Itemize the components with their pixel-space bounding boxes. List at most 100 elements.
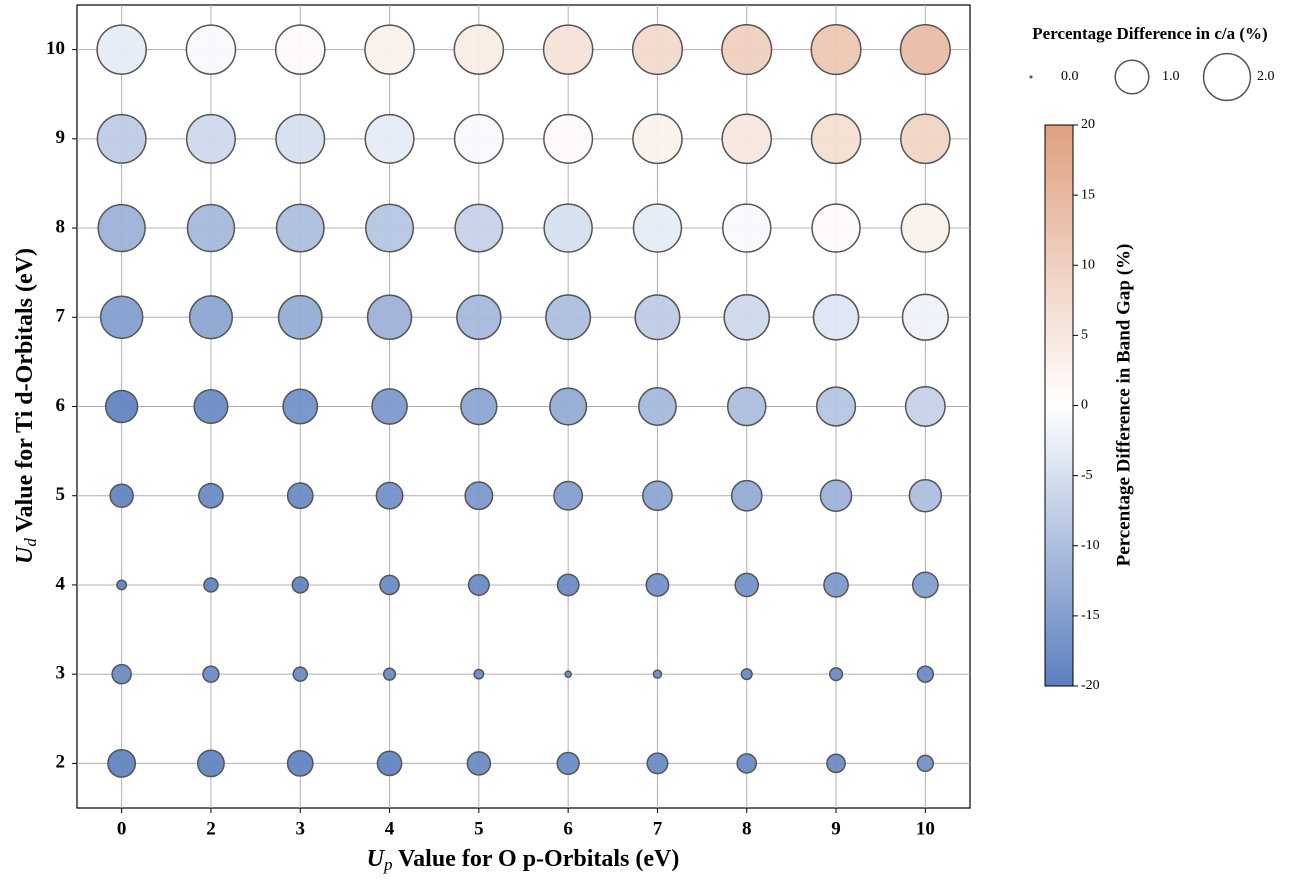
bubble (632, 203, 683, 253)
bubble (382, 667, 397, 681)
bubble (819, 479, 853, 513)
bubble (109, 483, 134, 509)
colorbar-label: Percentage Difference in Band Gap (%) (1113, 244, 1134, 567)
bubble (198, 482, 224, 509)
size-legend-title: Percentage Difference in c/a (%) (1032, 24, 1267, 43)
bubble (466, 751, 492, 776)
x-label-symbol: U (367, 846, 386, 872)
y-label-text: Value for Ti d-Orbitals (eV) (12, 248, 38, 538)
x-tick-label: 5 (474, 818, 484, 839)
bubble (473, 668, 485, 680)
bubble (634, 294, 681, 341)
bubble (900, 203, 951, 253)
x-label-subscript: p (383, 855, 393, 874)
x-tick-label: 0 (117, 818, 127, 839)
bubble (908, 478, 943, 513)
bubble (543, 203, 593, 253)
x-tick-label: 3 (296, 818, 306, 839)
bubble (376, 750, 403, 777)
bubble (549, 387, 588, 426)
bubble (740, 668, 753, 681)
bubble (286, 749, 314, 777)
colorbar-tick-label: 15 (1081, 187, 1095, 202)
colorbar (1044, 124, 1074, 687)
bubble (631, 24, 684, 76)
bubble (904, 386, 946, 427)
bubble (900, 113, 951, 165)
colorbar-tick-label: 5 (1081, 328, 1088, 343)
x-tick-label: 2 (206, 818, 216, 839)
x-tick-label: 4 (385, 818, 395, 839)
bubble (274, 24, 326, 75)
bubble (916, 754, 935, 773)
x-tick-label: 10 (916, 818, 935, 839)
bubble (286, 482, 314, 510)
colorbar-tick-label: -15 (1081, 608, 1100, 623)
bubble (642, 480, 673, 512)
bubble (282, 388, 319, 425)
bubble (721, 113, 773, 165)
bubble (811, 203, 861, 253)
y-tick-label: 6 (56, 395, 66, 416)
y-axis-label: Ud Value for Ti d-Orbitals (eV) (12, 248, 40, 564)
bubble (203, 577, 219, 593)
bubble (726, 386, 767, 427)
y-tick-label: 2 (56, 752, 66, 773)
bubble (375, 481, 404, 510)
bubble (111, 663, 132, 685)
bubble (460, 387, 498, 426)
bubble (815, 386, 857, 427)
size-legend-marker (1029, 75, 1033, 79)
bubble (901, 293, 949, 341)
bubble (828, 667, 844, 682)
x-axis-label: Up Value for O p-Orbitals (eV) (367, 846, 680, 874)
colorbar-tick-label: 0 (1081, 398, 1088, 413)
bubble (371, 388, 408, 425)
bubble (456, 294, 502, 340)
bubble (638, 387, 677, 426)
size-legend-marker (1114, 59, 1150, 95)
bubble (723, 293, 771, 341)
bubble (454, 203, 504, 253)
y-label-symbol: U (12, 545, 38, 564)
bubble (553, 480, 584, 511)
bubble (645, 573, 670, 597)
bubble (543, 113, 594, 164)
bubble (646, 752, 669, 775)
bubble (185, 24, 237, 75)
y-tick-label: 9 (56, 127, 66, 148)
bubble (366, 294, 413, 340)
x-label-text: Value for O p-Orbitals (eV) (392, 846, 679, 872)
bubble (467, 573, 490, 596)
y-label-subscript: d (21, 538, 40, 547)
bubble (722, 203, 772, 253)
colorbar-tick-label: -10 (1081, 538, 1100, 553)
bubble (823, 572, 849, 598)
bubble (364, 24, 415, 75)
bubble (186, 203, 236, 253)
bubble (364, 113, 415, 164)
bubble (810, 24, 862, 76)
colorbar-tick-label: 10 (1081, 257, 1095, 272)
x-tick-label: 6 (563, 818, 573, 839)
bubble (652, 669, 663, 679)
size-legend-label: 2.0 (1257, 69, 1275, 84)
size-legend-marker (1202, 52, 1252, 102)
size-legend-label: 0.0 (1061, 69, 1079, 84)
bubble (632, 113, 683, 165)
bubble (202, 665, 220, 683)
y-tick-label: 4 (56, 573, 66, 594)
bubble (734, 572, 760, 598)
bubble (97, 203, 146, 253)
bubble (542, 24, 594, 75)
bubble (730, 479, 763, 512)
x-tick-label: 8 (742, 818, 752, 839)
bubble (188, 295, 234, 340)
bubble (826, 753, 846, 774)
bubble (379, 574, 400, 596)
colorbar-tick-label: -20 (1081, 678, 1100, 693)
bubble (453, 24, 505, 75)
bubble (185, 113, 236, 164)
y-tick-label: 7 (56, 306, 66, 327)
